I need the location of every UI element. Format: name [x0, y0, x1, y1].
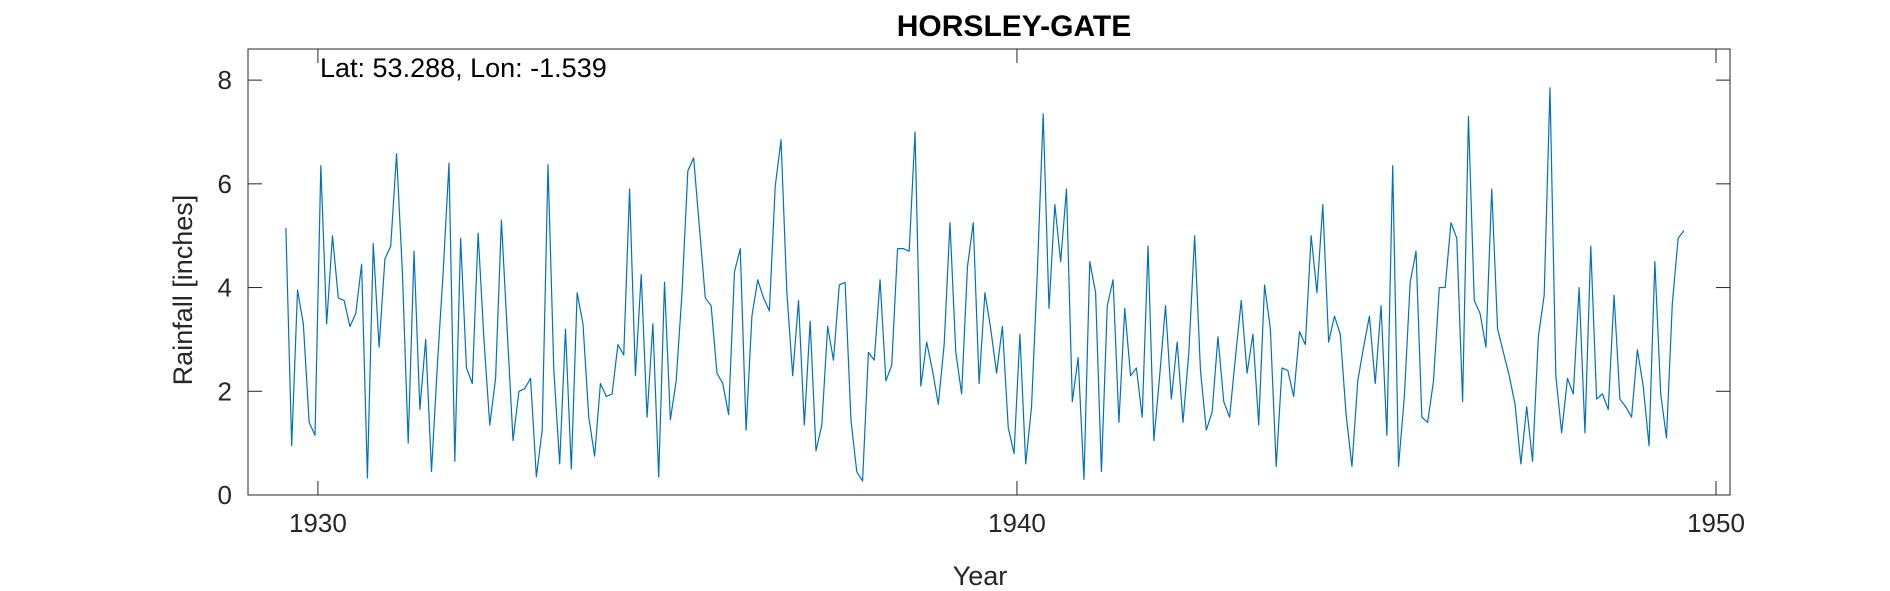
x-tick-label: 1930: [289, 508, 347, 538]
x-tick-label: 1950: [1687, 508, 1745, 538]
y-tick-label: 4: [218, 273, 232, 303]
x-axis-label: Year: [953, 561, 1008, 591]
axis-ticks: [248, 49, 1730, 496]
y-tick-label: 6: [218, 169, 232, 199]
y-tick-label: 2: [218, 376, 232, 406]
axis-tick-labels: 0 2 4 6 8 1930 1940 1950: [218, 65, 1745, 538]
y-axis-label: Rainfall [inches]: [168, 195, 198, 386]
location-annotation: Lat: 53.288, Lon: -1.539: [320, 53, 607, 83]
y-tick-label: 8: [218, 65, 232, 95]
chart-title: HORSLEY-GATE: [897, 10, 1131, 43]
rainfall-series-line: [285, 87, 1685, 482]
y-tick-label: 0: [218, 480, 232, 510]
plot-area: [247, 48, 1731, 496]
x-tick-label: 1940: [988, 508, 1046, 538]
